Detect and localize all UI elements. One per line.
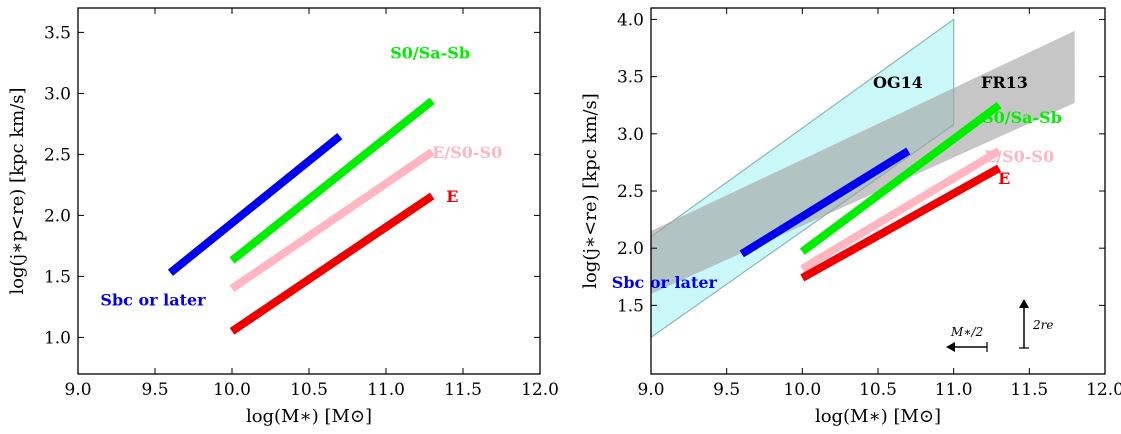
x-tick-label: 9.5 bbox=[141, 380, 168, 400]
series-line-e-s0-s0 bbox=[229, 148, 435, 292]
x-tick-label: 11.0 bbox=[935, 380, 973, 400]
series-label: E/S0-S0 bbox=[432, 143, 502, 162]
y-tick-label: 2.0 bbox=[44, 206, 71, 226]
y-tick-label: 3.0 bbox=[44, 84, 71, 104]
y-tick-label: 3.5 bbox=[617, 68, 644, 88]
band-fr13 bbox=[651, 30, 1075, 294]
series-label: S0/Sa-Sb bbox=[982, 108, 1062, 127]
x-axis-label: log(M∗) [M⊙] bbox=[815, 406, 941, 427]
x-tick-label: 11.0 bbox=[367, 380, 405, 400]
y-tick-label: 1.5 bbox=[44, 267, 71, 287]
y-axis-label: log(j∗p<re) [kpc km/s] bbox=[7, 87, 28, 294]
x-axis-label: log(M∗) [M⊙] bbox=[246, 406, 372, 427]
x-tick-label: 9.5 bbox=[713, 380, 740, 400]
series-line-sbc-or-later bbox=[167, 132, 343, 276]
y-tick-label: 1.5 bbox=[617, 296, 644, 316]
x-tick-label: 9.0 bbox=[637, 380, 664, 400]
band-label-fr13: FR13 bbox=[981, 73, 1028, 92]
y-tick-label: 2.5 bbox=[617, 182, 644, 202]
x-tick-label: 10.0 bbox=[783, 380, 821, 400]
y-tick-label: 2.5 bbox=[44, 145, 71, 165]
x-tick-label: 11.5 bbox=[1010, 380, 1048, 400]
scale-arrows: M∗/2 2re bbox=[946, 299, 1053, 352]
series-label: S0/Sa-Sb bbox=[390, 44, 470, 63]
x-tick-label: 10.0 bbox=[213, 380, 251, 400]
radius-arrow-head bbox=[1019, 299, 1029, 308]
y-tick-label: 3.5 bbox=[44, 23, 71, 43]
series-label: E bbox=[998, 169, 1010, 188]
panel-1: Sbc or later S0/Sa-Sb E/S0-S0 E 9.0 9.5 10.0 10… bbox=[7, 7, 559, 427]
y-tick-label: 2.0 bbox=[617, 239, 644, 259]
panel-2: Sbc or later S0/Sa-Sb E/S0-S0 E OG14 FR13 M∗/2… bbox=[580, 7, 1121, 427]
series-line-e bbox=[800, 164, 1002, 282]
series-line-sbc-or-later bbox=[739, 147, 911, 258]
plot-frame bbox=[77, 7, 541, 375]
series-line-e bbox=[229, 192, 435, 335]
x-tick-label: 10.5 bbox=[290, 380, 328, 400]
y-tick-label: 4.0 bbox=[617, 10, 644, 30]
y-tick-label: 3.0 bbox=[617, 125, 644, 145]
annotation-mass: M∗/2 bbox=[950, 325, 983, 339]
series-line-e-s0-s0 bbox=[800, 147, 1002, 273]
x-tick-label: 9.0 bbox=[64, 380, 91, 400]
band-label-og14: OG14 bbox=[873, 73, 923, 92]
y-tick-label: 1.0 bbox=[44, 328, 71, 348]
x-tick-label: 11.5 bbox=[444, 380, 482, 400]
series-line-s0-sa-sb bbox=[229, 97, 435, 264]
series-label: E bbox=[446, 187, 458, 206]
mass-arrow-head bbox=[946, 342, 955, 352]
x-tick-label: 10.5 bbox=[859, 380, 897, 400]
y-axis-label: log(j∗<re) [kpc km/s] bbox=[580, 93, 601, 289]
annotation-radius: 2re bbox=[1032, 318, 1053, 332]
series-label: Sbc or later bbox=[612, 273, 718, 292]
x-tick-label: 12.0 bbox=[1086, 380, 1121, 400]
series-line-s0-sa-sb bbox=[799, 102, 1002, 255]
series-label: Sbc or later bbox=[100, 291, 206, 310]
series-label: E/S0-S0 bbox=[984, 147, 1054, 166]
x-tick-label: 12.0 bbox=[521, 380, 559, 400]
